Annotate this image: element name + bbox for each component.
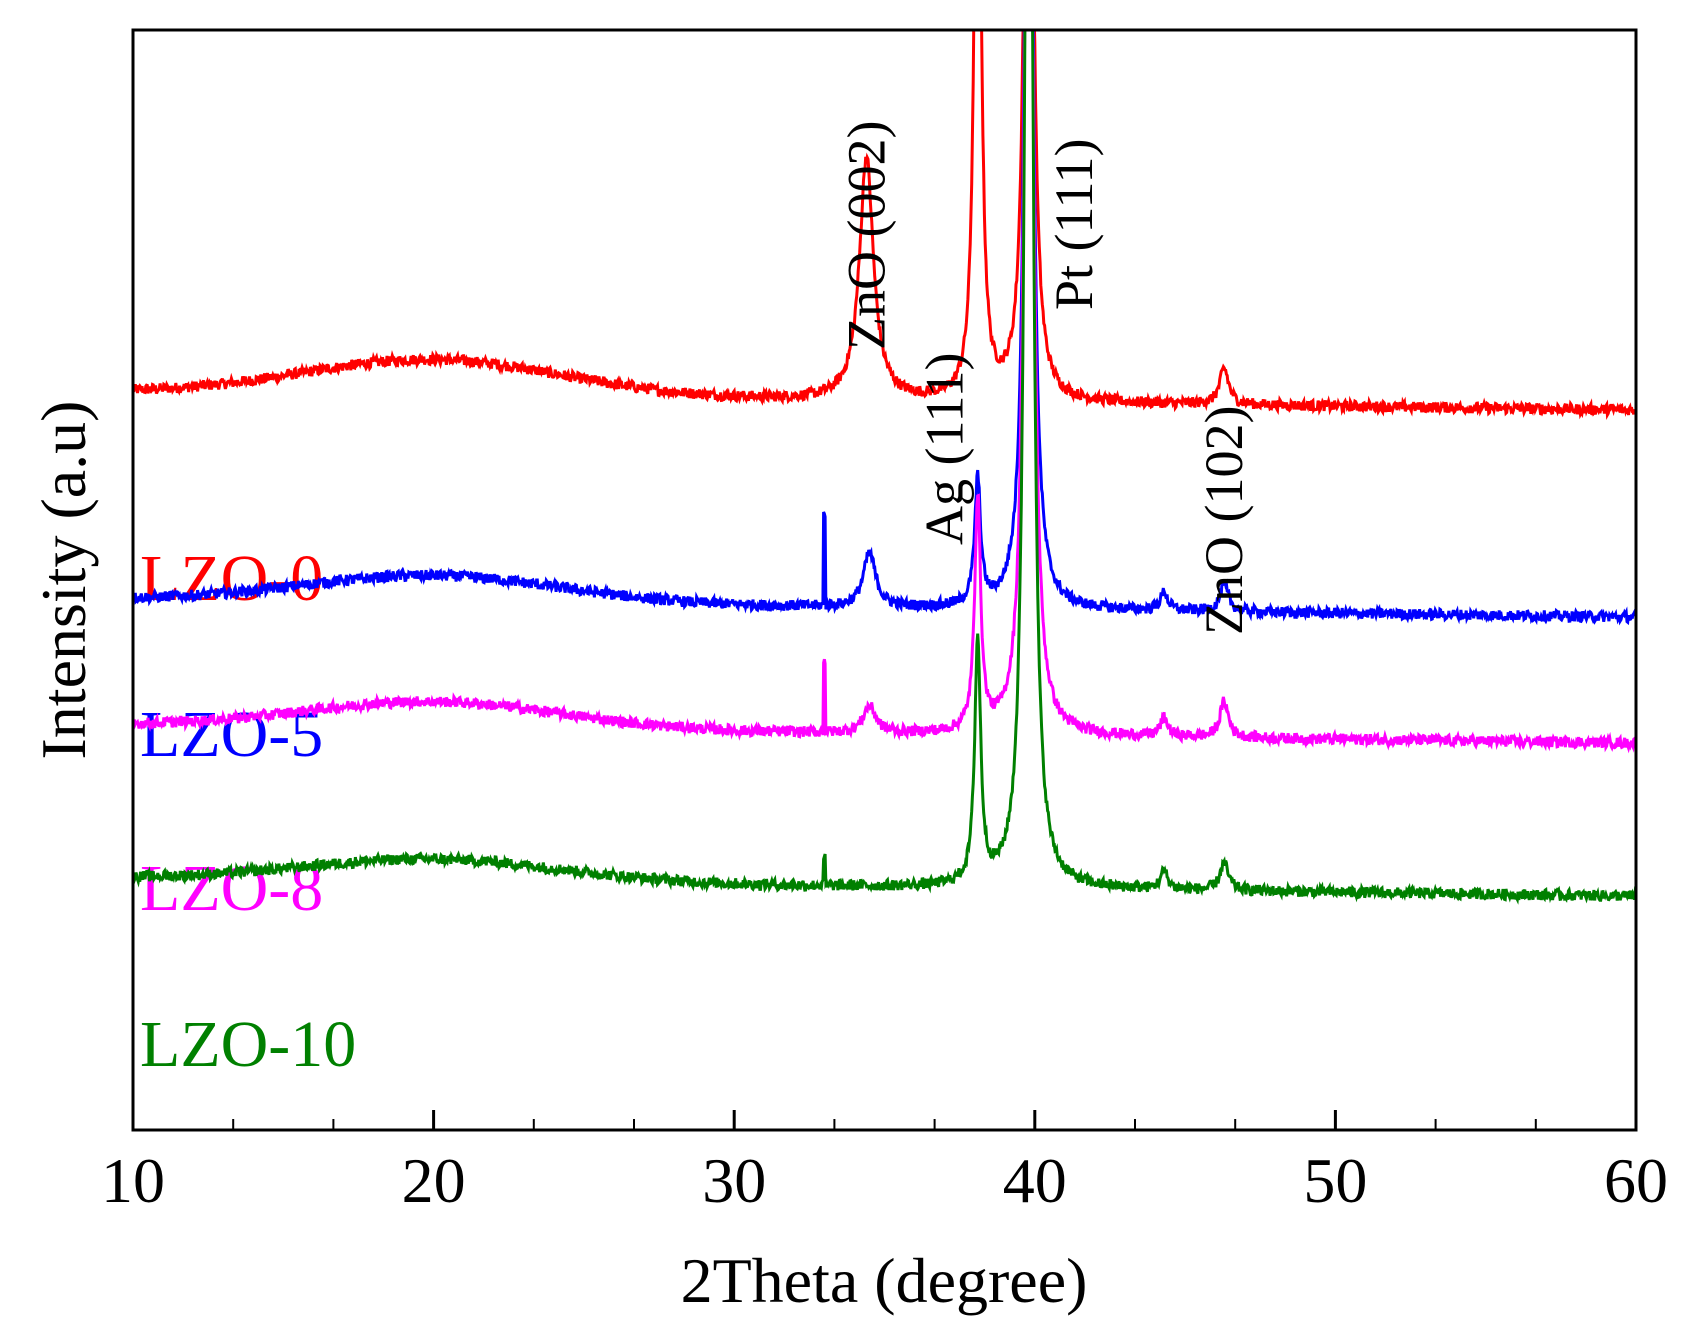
series-layer: LZO-0 LZO-5 LZO-8 LZO-10 (133, 30, 1636, 1081)
tick-layer: 10 20 30 40 50 60 (101, 1110, 1668, 1216)
series-lzo-0 (133, 30, 1636, 420)
x-axis-label: 2Theta (degree) (681, 1245, 1088, 1316)
peak-annotation-1: Ag (111) (915, 353, 975, 545)
series-line-lzo-5 (133, 30, 1636, 626)
series-label-lzo-10: LZO-10 (140, 1008, 356, 1081)
series-lzo-10 (133, 30, 1636, 905)
x-tick-label: 20 (402, 1145, 466, 1216)
x-tick-label: 50 (1303, 1145, 1367, 1216)
peak-annotation-2: Pt (111) (1044, 139, 1104, 311)
x-tick-label: 60 (1604, 1145, 1668, 1216)
axes-layer (131, 28, 1638, 1132)
series-label-lzo-5: LZO-5 (140, 698, 323, 771)
series-line-lzo-0 (133, 30, 1636, 420)
series-label-lzo-0: LZO-0 (140, 542, 323, 615)
x-tick-label: 40 (1003, 1145, 1067, 1216)
series-label-lzo-8: LZO-8 (140, 852, 323, 925)
peak-annotation-3: ZnO (102) (1194, 406, 1254, 635)
peak-annotation-0: ZnO (002) (837, 121, 897, 350)
x-tick-label: 10 (101, 1145, 165, 1216)
series-line-lzo-8 (133, 30, 1636, 754)
y-axis-label: Intensity (a.u) (28, 401, 99, 760)
plot-frame (131, 28, 1638, 1132)
annotation-layer: ZnO (002) Ag (111) Pt (111) ZnO (102) (837, 121, 1255, 635)
series-lzo-8 (133, 30, 1636, 754)
x-tick-label: 30 (702, 1145, 766, 1216)
series-lzo-5 (133, 30, 1636, 626)
series-line-lzo-10 (133, 30, 1636, 905)
